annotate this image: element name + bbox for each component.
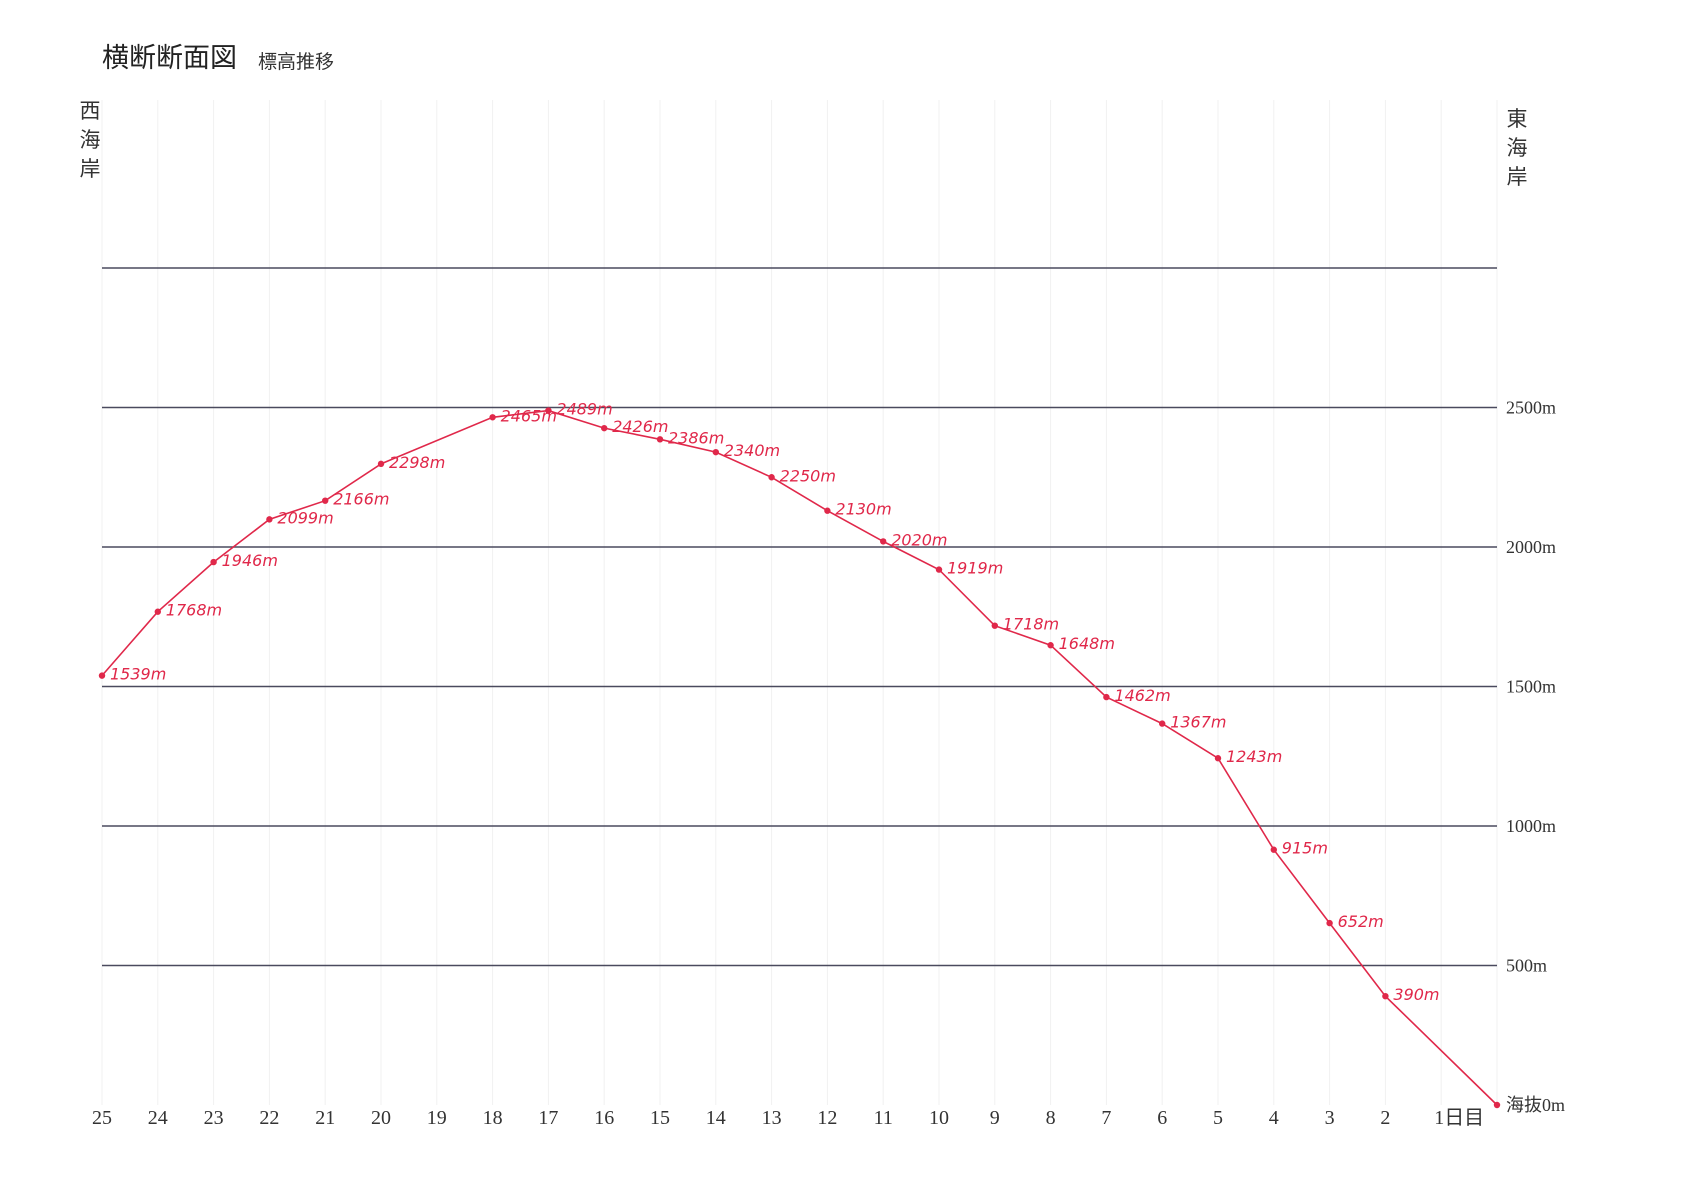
data-point [880,538,887,545]
x-tick-label: 6 [1157,1107,1167,1129]
data-label: 2020m [891,530,947,549]
data-label: 1367m [1170,713,1226,732]
data-points [98,407,1501,1109]
y-tick-label: 2000m [1506,537,1556,557]
x-tick-label: 14 [706,1107,726,1129]
data-label: 1768m [166,601,222,620]
x-tick-label: 23 [204,1107,224,1129]
x-tick-label: 7 [1101,1107,1111,1129]
data-label: 2099m [277,508,333,527]
data-label: 1462m [1114,686,1170,705]
data-point [322,497,329,504]
data-point [601,424,608,432]
x-tick-label: 2 [1380,1107,1390,1129]
data-label: 2386m [668,428,724,447]
data-label: 2426m [612,417,668,436]
data-label: 1718m [1003,615,1059,634]
data-point [1047,642,1054,649]
side-label-char: 岸 [1507,165,1528,189]
data-point [1103,693,1110,701]
data-point [545,407,552,414]
data-label: 1946m [222,551,278,570]
data-label: 2340m [724,441,780,460]
data-label: 390m [1393,985,1439,1004]
data-label: 915m [1282,839,1328,858]
y-tick-label: 海抜0m [1506,1095,1565,1115]
data-point [768,474,775,481]
data-point [712,448,719,456]
horizontal-gridlines [102,267,1497,967]
x-tick-label: 11 [874,1107,893,1129]
data-point [1326,919,1333,927]
data-point [1159,720,1166,727]
data-label: 652m [1338,912,1384,931]
y-tick-label: 500m [1506,956,1547,976]
data-label: 1539m [110,665,166,684]
x-tick-label: 17 [538,1107,558,1129]
data-point [489,414,496,421]
y-tick-label: 1500m [1506,677,1556,697]
elevation-line [101,409,1498,1106]
data-point [1493,1101,1501,1109]
data-point [656,436,664,443]
side-label-char: 海 [1507,136,1528,160]
x-tick-label: 12 [817,1107,837,1129]
data-point [1270,846,1278,853]
data-point [98,672,106,679]
data-label: 1919m [947,559,1003,578]
west-coast-label: 西海岸 [80,99,101,181]
x-tick-label: 9 [990,1107,1000,1129]
data-label: 2130m [835,500,891,519]
chart-subtitle: 標高推移 [258,51,334,73]
data-label: 2298m [389,453,445,472]
data-point [154,608,161,615]
x-tick-label: 5 [1213,1107,1223,1129]
x-tick-label: 4 [1269,1107,1279,1129]
x-tick-label: 3 [1325,1107,1335,1129]
x-tick-label: 13 [762,1107,782,1129]
data-label: 2250m [780,466,836,485]
y-tick-label: 2500m [1506,398,1556,418]
x-tick-label: 8 [1046,1107,1056,1129]
y-tick-labels: 海抜0m 500m 1000m 1500m 2000m 2500m [1506,398,1565,1116]
data-point [935,566,943,573]
x-tick-label: 19 [427,1107,447,1129]
data-point [1382,992,1389,1000]
vertical-gridlines [101,100,1498,1105]
data-label: 2465m [501,406,557,425]
east-coast-label: 東海岸 [1507,107,1528,189]
x-tick-label: 15 [650,1107,670,1129]
x-tick-label: 21 [315,1107,335,1129]
x-tick-label: 24 [148,1107,168,1129]
x-tick-label: 18 [483,1107,503,1129]
data-point [377,460,385,468]
side-label-char: 岸 [80,157,101,181]
side-label-char: 海 [80,128,101,152]
data-label: 2166m [333,490,389,509]
side-label-char: 東 [1507,107,1528,131]
y-tick-label: 1000m [1506,816,1556,836]
data-point [210,558,217,566]
chart-title: 横断断面図 [102,43,237,74]
x-tick-label: 25 [92,1107,112,1129]
x-tick-label: 10 [929,1107,949,1129]
data-point [1214,755,1222,762]
data-point [824,507,831,514]
x-tick-label: 22 [259,1107,279,1129]
data-point [266,516,273,523]
x-tick-label: 20 [371,1107,391,1129]
x-tick-label: 16 [594,1107,614,1129]
data-label: 1648m [1059,634,1115,653]
x-tick-label: 1日目 [1434,1107,1484,1129]
side-label-char: 西 [80,99,101,123]
data-label: 1243m [1226,747,1282,766]
data-label: 2489m [556,400,612,419]
data-point [991,622,998,629]
x-tick-labels: 25 24 23 22 21 20 19 18 17 16 15 14 13 12 11 10 9 8 7 6 5 4 3 2… [92,1107,1484,1129]
